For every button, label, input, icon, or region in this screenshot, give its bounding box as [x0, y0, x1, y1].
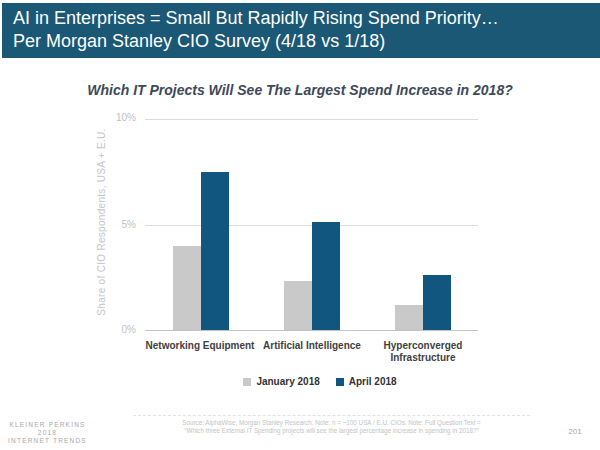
slide-title-line1: AI in Enterprises = Small But Rapidly Ri… [13, 7, 590, 30]
source-line2: “Which three External IT Spending projec… [133, 427, 530, 435]
category-label-hyperconverged: Hyperconverged Infrastructure [353, 340, 493, 363]
bar-apr-1 [312, 222, 340, 330]
legend-item-april: April 2018 [336, 376, 397, 387]
chart-legend: January 2018 April 2018 [20, 376, 600, 387]
legend-item-january: January 2018 [243, 376, 319, 387]
source-line1: Source: AlphaWise, Morgan Stanley Resear… [133, 419, 530, 427]
brand-line2: 2018 [0, 429, 95, 437]
bar-jan-2 [395, 305, 423, 330]
legend-swatch-april [336, 378, 344, 386]
plot-area [145, 119, 478, 331]
y-tick-10: 10% [104, 112, 136, 123]
gridline-10 [145, 119, 478, 120]
source-note: Source: AlphaWise, Morgan Stanley Resear… [133, 415, 530, 434]
bar-apr-2 [423, 275, 451, 330]
page-number: 201 [560, 427, 590, 436]
legend-label-april: April 2018 [349, 376, 397, 387]
y-tick-0: 0% [104, 324, 136, 335]
bar-apr-0 [201, 172, 229, 330]
chart-title: Which IT Projects Will See The Largest S… [0, 82, 600, 98]
slide-title-bar: AI in Enterprises = Small But Rapidly Ri… [2, 3, 600, 58]
legend-label-january: January 2018 [256, 376, 319, 387]
bar-jan-1 [284, 281, 312, 330]
brand-line1: KLEINER PERKINS [0, 421, 95, 429]
kleiner-perkins-brand: KLEINER PERKINS 2018 INTERNET TRENDS [0, 421, 95, 446]
bar-jan-0 [173, 246, 201, 330]
y-tick-5: 5% [104, 219, 136, 230]
legend-swatch-january [243, 378, 251, 386]
brand-line3: INTERNET TRENDS [0, 437, 95, 445]
slide-title-line2: Per Morgan Stanley CIO Survey (4/18 vs 1… [13, 30, 590, 53]
